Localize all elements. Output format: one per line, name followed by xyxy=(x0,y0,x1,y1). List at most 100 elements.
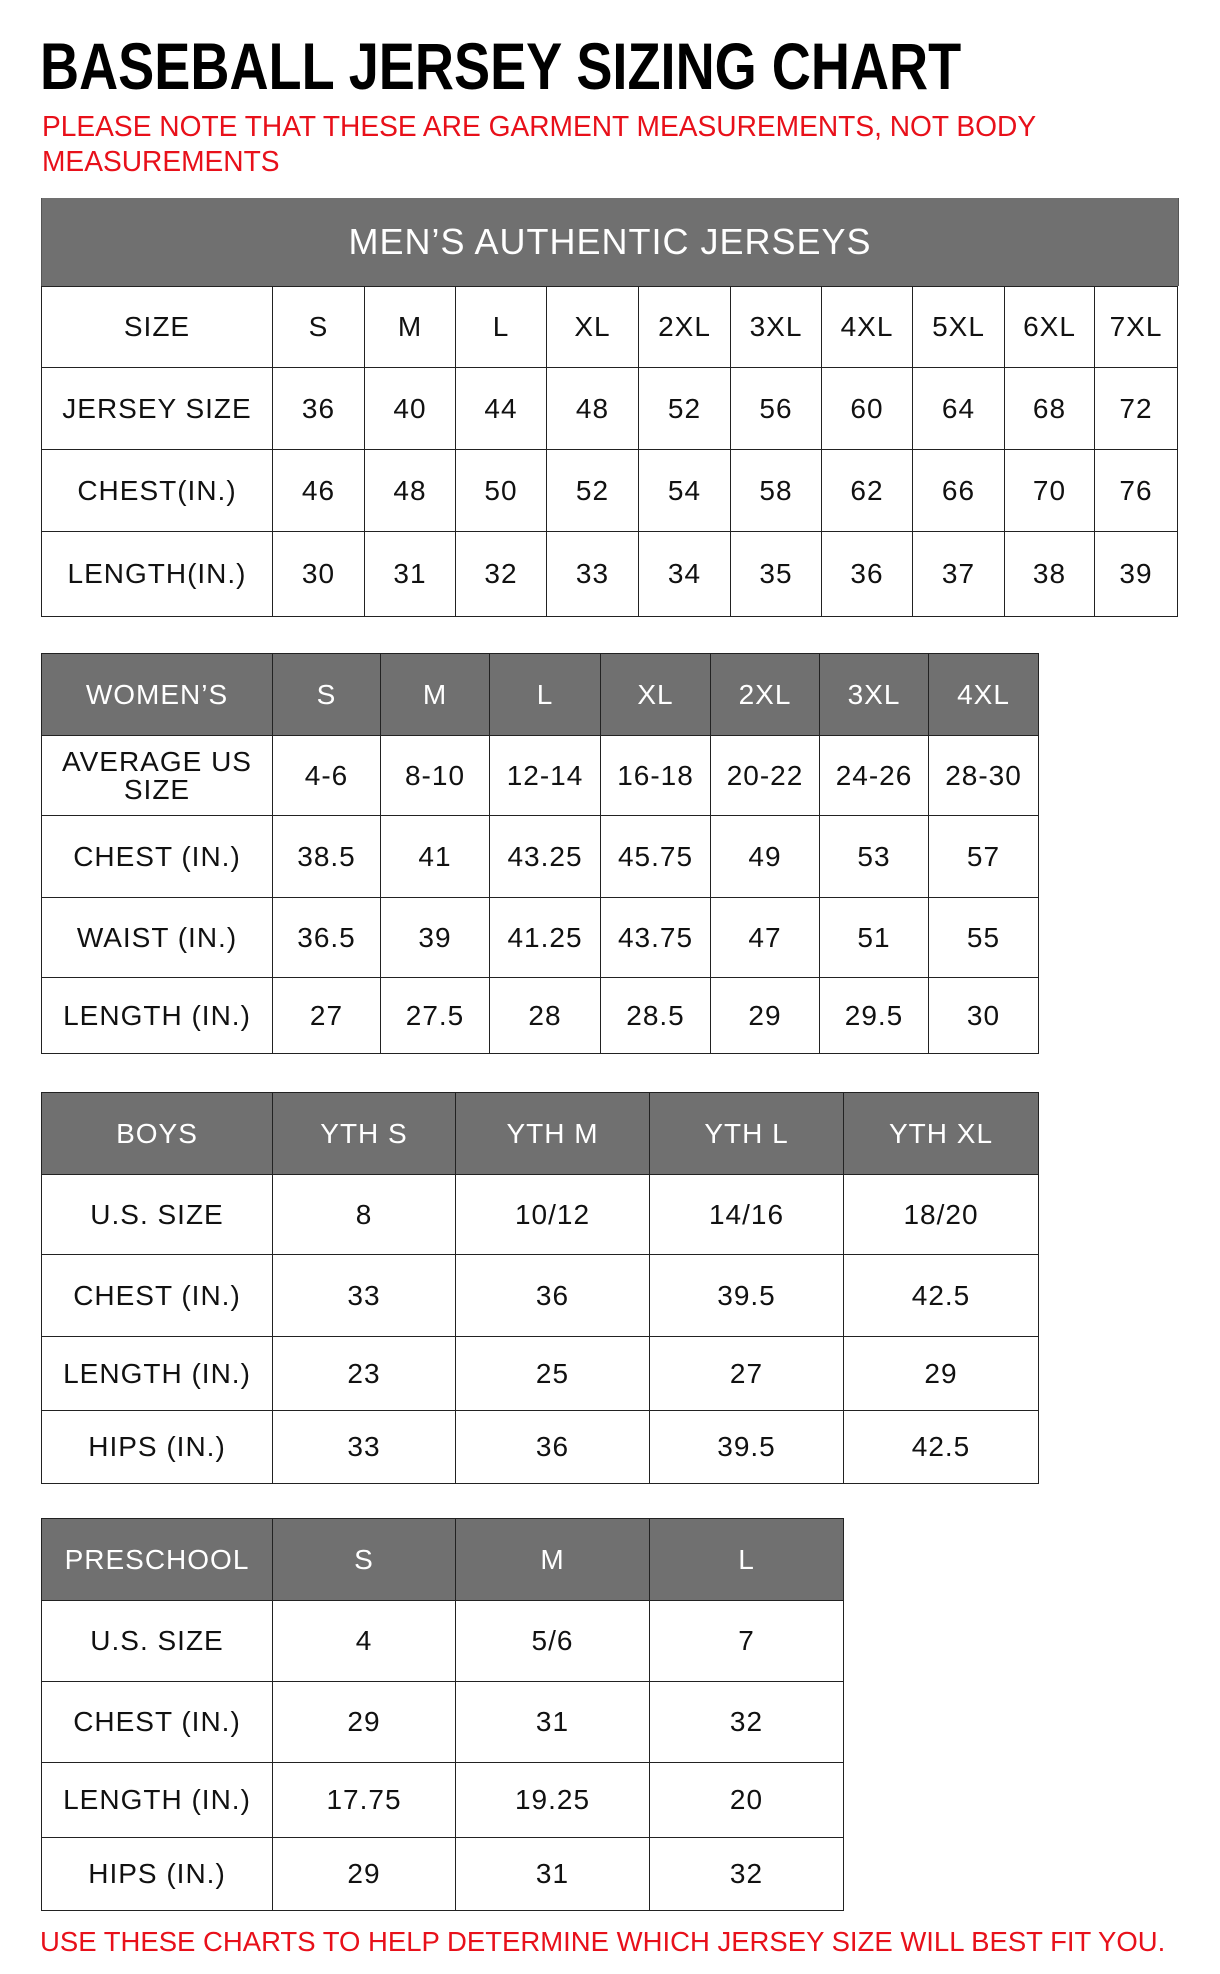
header-label-cell: SIZE xyxy=(42,287,273,368)
row-label-cell: U.S. SIZE xyxy=(42,1601,273,1682)
value-cell: 51 xyxy=(820,898,929,978)
mens-size-table: SIZE S M L XL 2XL 3XL 4XL 5XL 6XL 7XL JERSEY SIZE 36… xyxy=(41,286,1178,617)
header-size-cell: 2XL xyxy=(711,654,820,736)
value-cell: 29 xyxy=(844,1337,1039,1411)
header-size-cell: YTH S xyxy=(273,1093,456,1175)
value-cell: 27 xyxy=(273,978,381,1054)
row-label-cell: WAIST (IN.) xyxy=(42,898,273,978)
value-cell: 39.5 xyxy=(650,1255,844,1337)
boys-size-table: BOYS YTH S YTH M YTH L YTH XL U.S. SIZE 8 10/12… xyxy=(41,1092,1039,1484)
row-label-cell: CHEST(IN.) xyxy=(42,450,273,532)
value-cell: 29 xyxy=(711,978,820,1054)
value-cell: 46 xyxy=(273,450,365,532)
row-label-cell: LENGTH (IN.) xyxy=(42,1337,273,1411)
row-label-cell: LENGTH (IN.) xyxy=(42,1763,273,1838)
header-size-cell: 7XL xyxy=(1095,287,1178,368)
row-label-cell: AVERAGE US SIZE xyxy=(42,736,273,816)
value-cell: 44 xyxy=(456,368,547,450)
header-size-cell: 2XL xyxy=(639,287,731,368)
value-cell: 31 xyxy=(456,1838,650,1911)
header-size-cell: XL xyxy=(601,654,711,736)
value-cell: 37 xyxy=(913,532,1005,617)
value-cell: 4-6 xyxy=(273,736,381,816)
value-cell: 39.5 xyxy=(650,1411,844,1484)
value-cell: 70 xyxy=(1005,450,1095,532)
value-cell: 72 xyxy=(1095,368,1178,450)
header-size-cell: 6XL xyxy=(1005,287,1095,368)
value-cell: 36 xyxy=(822,532,913,617)
mens-table-title: MEN’S AUTHENTIC JERSEYS xyxy=(41,198,1179,286)
value-cell: 48 xyxy=(365,450,456,532)
row-label-cell: LENGTH (IN.) xyxy=(42,978,273,1054)
value-cell: 62 xyxy=(822,450,913,532)
value-cell: 17.75 xyxy=(273,1763,456,1838)
value-cell: 25 xyxy=(456,1337,650,1411)
header-size-cell: S xyxy=(273,654,381,736)
header-label-cell: WOMEN’S xyxy=(42,654,273,736)
value-cell: 32 xyxy=(650,1838,844,1911)
value-cell: 42.5 xyxy=(844,1255,1039,1337)
value-cell: 8 xyxy=(273,1175,456,1255)
value-cell: 19.25 xyxy=(456,1763,650,1838)
row-label-cell: LENGTH(IN.) xyxy=(42,532,273,617)
row-label-cell: CHEST (IN.) xyxy=(42,816,273,898)
value-cell: 52 xyxy=(547,450,639,532)
value-cell: 12-14 xyxy=(490,736,601,816)
value-cell: 33 xyxy=(273,1255,456,1337)
header-size-cell: 5XL xyxy=(913,287,1005,368)
value-cell: 29 xyxy=(273,1838,456,1911)
value-cell: 8-10 xyxy=(381,736,490,816)
header-size-cell: 4XL xyxy=(929,654,1039,736)
value-cell: 57 xyxy=(929,816,1039,898)
value-cell: 45.75 xyxy=(601,816,711,898)
value-cell: 36.5 xyxy=(273,898,381,978)
value-cell: 36 xyxy=(456,1255,650,1337)
header-size-cell: 3XL xyxy=(820,654,929,736)
value-cell: 34 xyxy=(639,532,731,617)
header-size-cell: M xyxy=(365,287,456,368)
value-cell: 10/12 xyxy=(456,1175,650,1255)
value-cell: 29 xyxy=(273,1682,456,1763)
row-label-cell: CHEST (IN.) xyxy=(42,1682,273,1763)
value-cell: 4 xyxy=(273,1601,456,1682)
value-cell: 30 xyxy=(273,532,365,617)
value-cell: 31 xyxy=(365,532,456,617)
value-cell: 32 xyxy=(650,1682,844,1763)
value-cell: 66 xyxy=(913,450,1005,532)
value-cell: 68 xyxy=(1005,368,1095,450)
womens-size-table: WOMEN’S S M L XL 2XL 3XL 4XL AVERAGE US SIZE 4-6 8… xyxy=(41,653,1039,1054)
value-cell: 7 xyxy=(650,1601,844,1682)
value-cell: 54 xyxy=(639,450,731,532)
row-label-cell: HIPS (IN.) xyxy=(42,1411,273,1484)
value-cell: 36 xyxy=(456,1411,650,1484)
header-size-cell: L xyxy=(490,654,601,736)
value-cell: 39 xyxy=(1095,532,1178,617)
footer-note: USE THESE CHARTS TO HELP DETERMINE WHICH… xyxy=(40,1926,1166,1957)
value-cell: 56 xyxy=(731,368,822,450)
value-cell: 60 xyxy=(822,368,913,450)
header-size-cell: M xyxy=(381,654,490,736)
value-cell: 49 xyxy=(711,816,820,898)
value-cell: 39 xyxy=(381,898,490,978)
value-cell: 55 xyxy=(929,898,1039,978)
value-cell: 33 xyxy=(273,1411,456,1484)
value-cell: 43.25 xyxy=(490,816,601,898)
value-cell: 24-26 xyxy=(820,736,929,816)
value-cell: 27.5 xyxy=(381,978,490,1054)
value-cell: 20-22 xyxy=(711,736,820,816)
value-cell: 41.25 xyxy=(490,898,601,978)
page-title: BASEBALL JERSEY SIZING CHART xyxy=(40,29,962,103)
value-cell: 47 xyxy=(711,898,820,978)
header-label-cell: PRESCHOOL xyxy=(42,1519,273,1601)
header-size-cell: 3XL xyxy=(731,287,822,368)
value-cell: 50 xyxy=(456,450,547,532)
value-cell: 76 xyxy=(1095,450,1178,532)
value-cell: 42.5 xyxy=(844,1411,1039,1484)
header-size-cell: S xyxy=(273,287,365,368)
value-cell: 28-30 xyxy=(929,736,1039,816)
value-cell: 41 xyxy=(381,816,490,898)
value-cell: 52 xyxy=(639,368,731,450)
value-cell: 35 xyxy=(731,532,822,617)
header-size-cell: YTH M xyxy=(456,1093,650,1175)
row-label-cell: U.S. SIZE xyxy=(42,1175,273,1255)
